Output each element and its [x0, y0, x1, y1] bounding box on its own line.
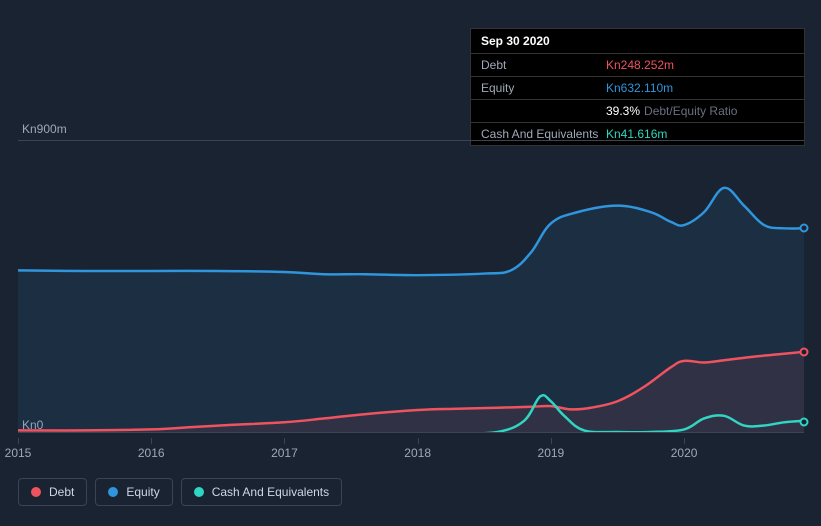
x-axis-label: 2015	[5, 446, 32, 460]
legend-item-debt[interactable]: Debt	[18, 478, 87, 506]
tooltip-label: Cash And Equivalents	[481, 127, 606, 141]
tooltip-date: Sep 30 2020	[471, 29, 804, 54]
tooltip-row: EquityKn632.110m	[471, 77, 804, 100]
x-axis: 201520162017201820192020	[18, 438, 804, 460]
legend-dot-icon	[108, 487, 118, 497]
x-axis-label: 2019	[538, 446, 565, 460]
series-end-marker-cash	[800, 417, 809, 426]
legend-label: Cash And Equivalents	[212, 485, 329, 499]
x-axis-tick	[418, 438, 419, 444]
tooltip-value: 39.3%	[606, 104, 640, 118]
chart-svg	[18, 141, 804, 432]
x-axis-tick	[684, 438, 685, 444]
legend-dot-icon	[31, 487, 41, 497]
tooltip-value: Kn41.616m	[606, 127, 667, 141]
x-axis-tick	[551, 438, 552, 444]
chart-plot-area[interactable]	[18, 140, 804, 433]
legend-label: Equity	[126, 485, 159, 499]
tooltip-value: Kn248.252m	[606, 58, 674, 72]
x-axis-label: 2018	[404, 446, 431, 460]
legend-item-equity[interactable]: Equity	[95, 478, 172, 506]
x-axis-label: 2016	[138, 446, 165, 460]
legend-item-cash-and-equivalents[interactable]: Cash And Equivalents	[181, 478, 342, 506]
x-axis-tick	[151, 438, 152, 444]
legend-dot-icon	[194, 487, 204, 497]
x-axis-label: 2020	[671, 446, 698, 460]
tooltip-label	[481, 104, 606, 118]
chart-tooltip: Sep 30 2020 DebtKn248.252mEquityKn632.11…	[470, 28, 805, 146]
tooltip-row: DebtKn248.252m	[471, 54, 804, 77]
tooltip-label: Debt	[481, 58, 606, 72]
series-end-marker-equity	[800, 223, 809, 232]
tooltip-label: Equity	[481, 81, 606, 95]
y-axis-top-label: Kn900m	[22, 122, 67, 136]
tooltip-suffix: Debt/Equity Ratio	[644, 104, 737, 118]
tooltip-row: 39.3% Debt/Equity Ratio	[471, 100, 804, 123]
chart-legend: Debt Equity Cash And Equivalents	[18, 478, 342, 506]
x-axis-label: 2017	[271, 446, 298, 460]
x-axis-tick	[284, 438, 285, 444]
legend-label: Debt	[49, 485, 74, 499]
x-axis-tick	[18, 438, 19, 444]
series-end-marker-debt	[800, 348, 809, 357]
tooltip-value: Kn632.110m	[606, 81, 673, 95]
